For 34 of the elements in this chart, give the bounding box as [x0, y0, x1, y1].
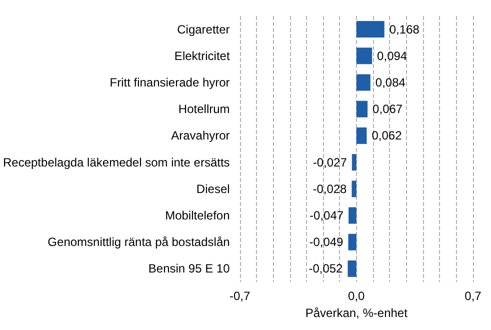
- data-label: -0,052: [308, 262, 344, 276]
- data-label: 0,084: [375, 76, 406, 90]
- y-tick-label: Receptbelagda läkemedel som inte ersätts: [2, 155, 230, 170]
- bar: [352, 180, 356, 198]
- data-label: 0,062: [372, 128, 402, 143]
- y-tick-label: Elektricitet: [174, 48, 230, 63]
- x-tick-label: -0,7: [229, 289, 250, 303]
- y-tick-label: Aravahyror: [171, 128, 230, 143]
- data-label: 0,067: [372, 102, 403, 116]
- bar: [356, 21, 384, 38]
- bar: [356, 100, 368, 118]
- bar: [352, 154, 356, 171]
- bar: [348, 260, 356, 277]
- y-tick-label: Diesel: [196, 182, 230, 196]
- data-label: -0,028: [312, 182, 348, 196]
- bar: [356, 48, 372, 64]
- bar: [348, 207, 356, 224]
- data-label: -0,047: [310, 208, 344, 222]
- x-tick-label: 0,0: [348, 289, 366, 303]
- y-tick-label: Bensin 95 E 10: [148, 262, 230, 276]
- y-tick-label: Hotellrum: [178, 102, 230, 116]
- bar: [356, 74, 370, 91]
- data-label: 0,094: [377, 48, 408, 63]
- bar: [348, 234, 356, 250]
- data-label: -0,027: [312, 155, 348, 170]
- y-tick-label: Fritt finansierade hyror: [110, 76, 230, 90]
- bar: [356, 127, 367, 144]
- x-axis-title: Påverkan, %-enhet: [305, 306, 408, 320]
- y-tick-label: Mobiltelefon: [165, 208, 230, 222]
- y-tick-label: Genomsnittlig ränta på bostadslån: [48, 235, 230, 250]
- x-tick-label: 0,7: [464, 289, 482, 303]
- data-label: 0,168: [389, 22, 420, 36]
- y-tick-label: Cigaretter: [177, 22, 230, 36]
- data-label: -0,049: [309, 235, 344, 250]
